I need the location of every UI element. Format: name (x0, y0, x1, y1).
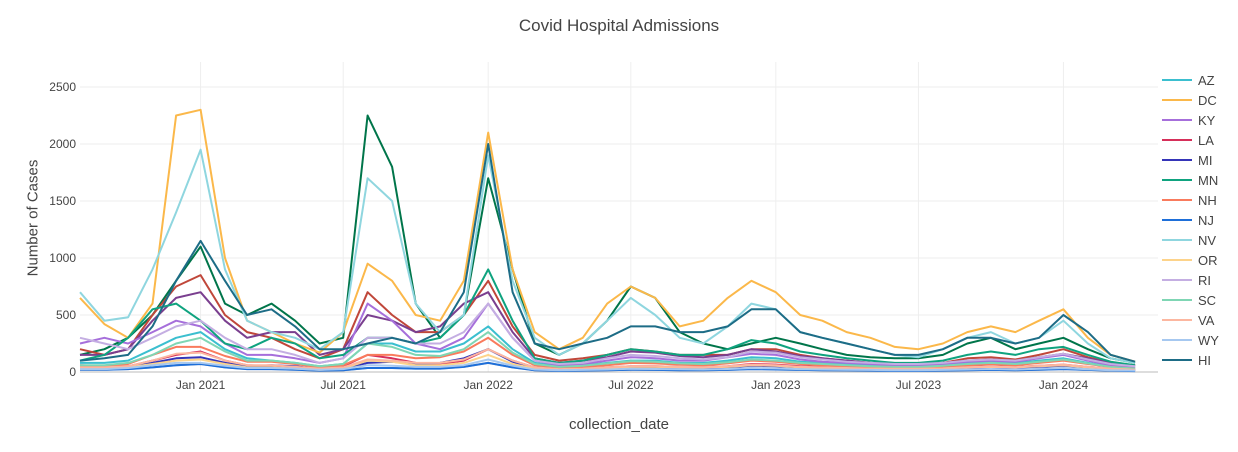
x-tick-label: Jul 2023 (896, 378, 942, 392)
legend-item-sc[interactable]: SC (1162, 290, 1219, 310)
y-tick-label: 500 (56, 308, 76, 322)
legend-item-ri[interactable]: RI (1162, 270, 1219, 290)
legend-item-hi[interactable]: HI (1162, 350, 1219, 370)
legend-item-wy[interactable]: WY (1162, 330, 1219, 350)
x-tick-label: Jan 2024 (1039, 378, 1089, 392)
legend-label: HI (1198, 352, 1211, 368)
x-axis-label: collection_date (568, 416, 670, 433)
legend-swatch (1162, 338, 1192, 342)
legend-label: NJ (1198, 212, 1214, 228)
legend-swatch (1162, 138, 1192, 142)
series-lines (79, 108, 1136, 373)
legend-item-nh[interactable]: NH (1162, 190, 1219, 210)
legend-label: MN (1198, 172, 1219, 188)
legend-item-ky[interactable]: KY (1162, 110, 1219, 130)
legend-label: WY (1198, 332, 1219, 348)
series-line-sc (80, 331, 1136, 370)
series-line-mn (79, 268, 1136, 367)
legend-swatch (1162, 178, 1192, 182)
y-tick-label: 2000 (49, 137, 76, 151)
y-axis-label: Number of Cases (24, 159, 42, 277)
legend-item-va[interactable]: VA (1162, 310, 1219, 330)
legend-swatch (1162, 198, 1192, 202)
legend-swatch (1162, 258, 1192, 262)
legend-swatch (1162, 78, 1192, 82)
x-tick-label: Jan 2022 (463, 378, 513, 392)
legend-swatch (1162, 278, 1192, 282)
legend-item-la[interactable]: LA (1162, 130, 1219, 150)
legend-item-dc[interactable]: DC (1162, 90, 1219, 110)
legend-swatch (1162, 218, 1192, 222)
x-tick-label: Jan 2021 (176, 378, 226, 392)
legend-label: KY (1198, 112, 1216, 128)
legend-item-or[interactable]: OR (1162, 250, 1219, 270)
y-tick-label: 0 (69, 365, 76, 379)
legend-swatch (1162, 298, 1192, 302)
y-tick-label: 1500 (49, 194, 76, 208)
legend-swatch (1162, 98, 1192, 102)
legend-swatch (1162, 238, 1192, 242)
legend-label: NV (1198, 232, 1217, 248)
legend-label: AZ (1198, 72, 1215, 88)
series-line-ri (79, 302, 1136, 368)
legend-label: SC (1198, 292, 1217, 308)
y-tick-label: 1000 (49, 251, 76, 265)
series-line-hi (79, 143, 1136, 363)
legend-item-nj[interactable]: NJ (1162, 210, 1219, 230)
legend-swatch (1162, 358, 1192, 362)
x-tick-label: Jul 2022 (608, 378, 654, 392)
chart-title: Covid Hospital Admissions (518, 16, 720, 35)
legend-item-mn[interactable]: MN (1162, 170, 1219, 190)
legend-label: VA (1198, 312, 1215, 328)
y-tick-label: 2500 (49, 80, 76, 94)
legend-item-az[interactable]: AZ (1162, 70, 1219, 90)
series-line-wy (80, 358, 1136, 372)
series-line-nh (80, 336, 1136, 370)
series-line-ky (79, 302, 1136, 369)
gridlines (80, 62, 1158, 373)
legend-swatch (1162, 118, 1192, 122)
series-line-dc (79, 108, 1136, 363)
x-tick-label: Jul 2021 (321, 378, 367, 392)
legend-swatch (1162, 318, 1192, 322)
legend-swatch (1162, 158, 1192, 162)
legend-label: MI (1198, 152, 1213, 168)
legend-item-nv[interactable]: NV (1162, 230, 1219, 250)
legend-label: RI (1198, 272, 1211, 288)
legend: AZ DC KY LA MI MN NH NJ NV OR RI SC VA WY HI (1162, 70, 1219, 370)
legend-item-mi[interactable]: MI (1162, 150, 1219, 170)
legend-label: DC (1198, 92, 1217, 108)
legend-label: NH (1198, 192, 1217, 208)
legend-label: LA (1198, 132, 1214, 148)
x-tick-label: Jan 2023 (751, 378, 801, 392)
series-line-va (80, 348, 1136, 371)
legend-label: OR (1198, 252, 1218, 268)
axis-ticks: 0 500 1000 1500 2000 2500 Jan 2021 Jul 2021 Jan … (49, 80, 1088, 392)
